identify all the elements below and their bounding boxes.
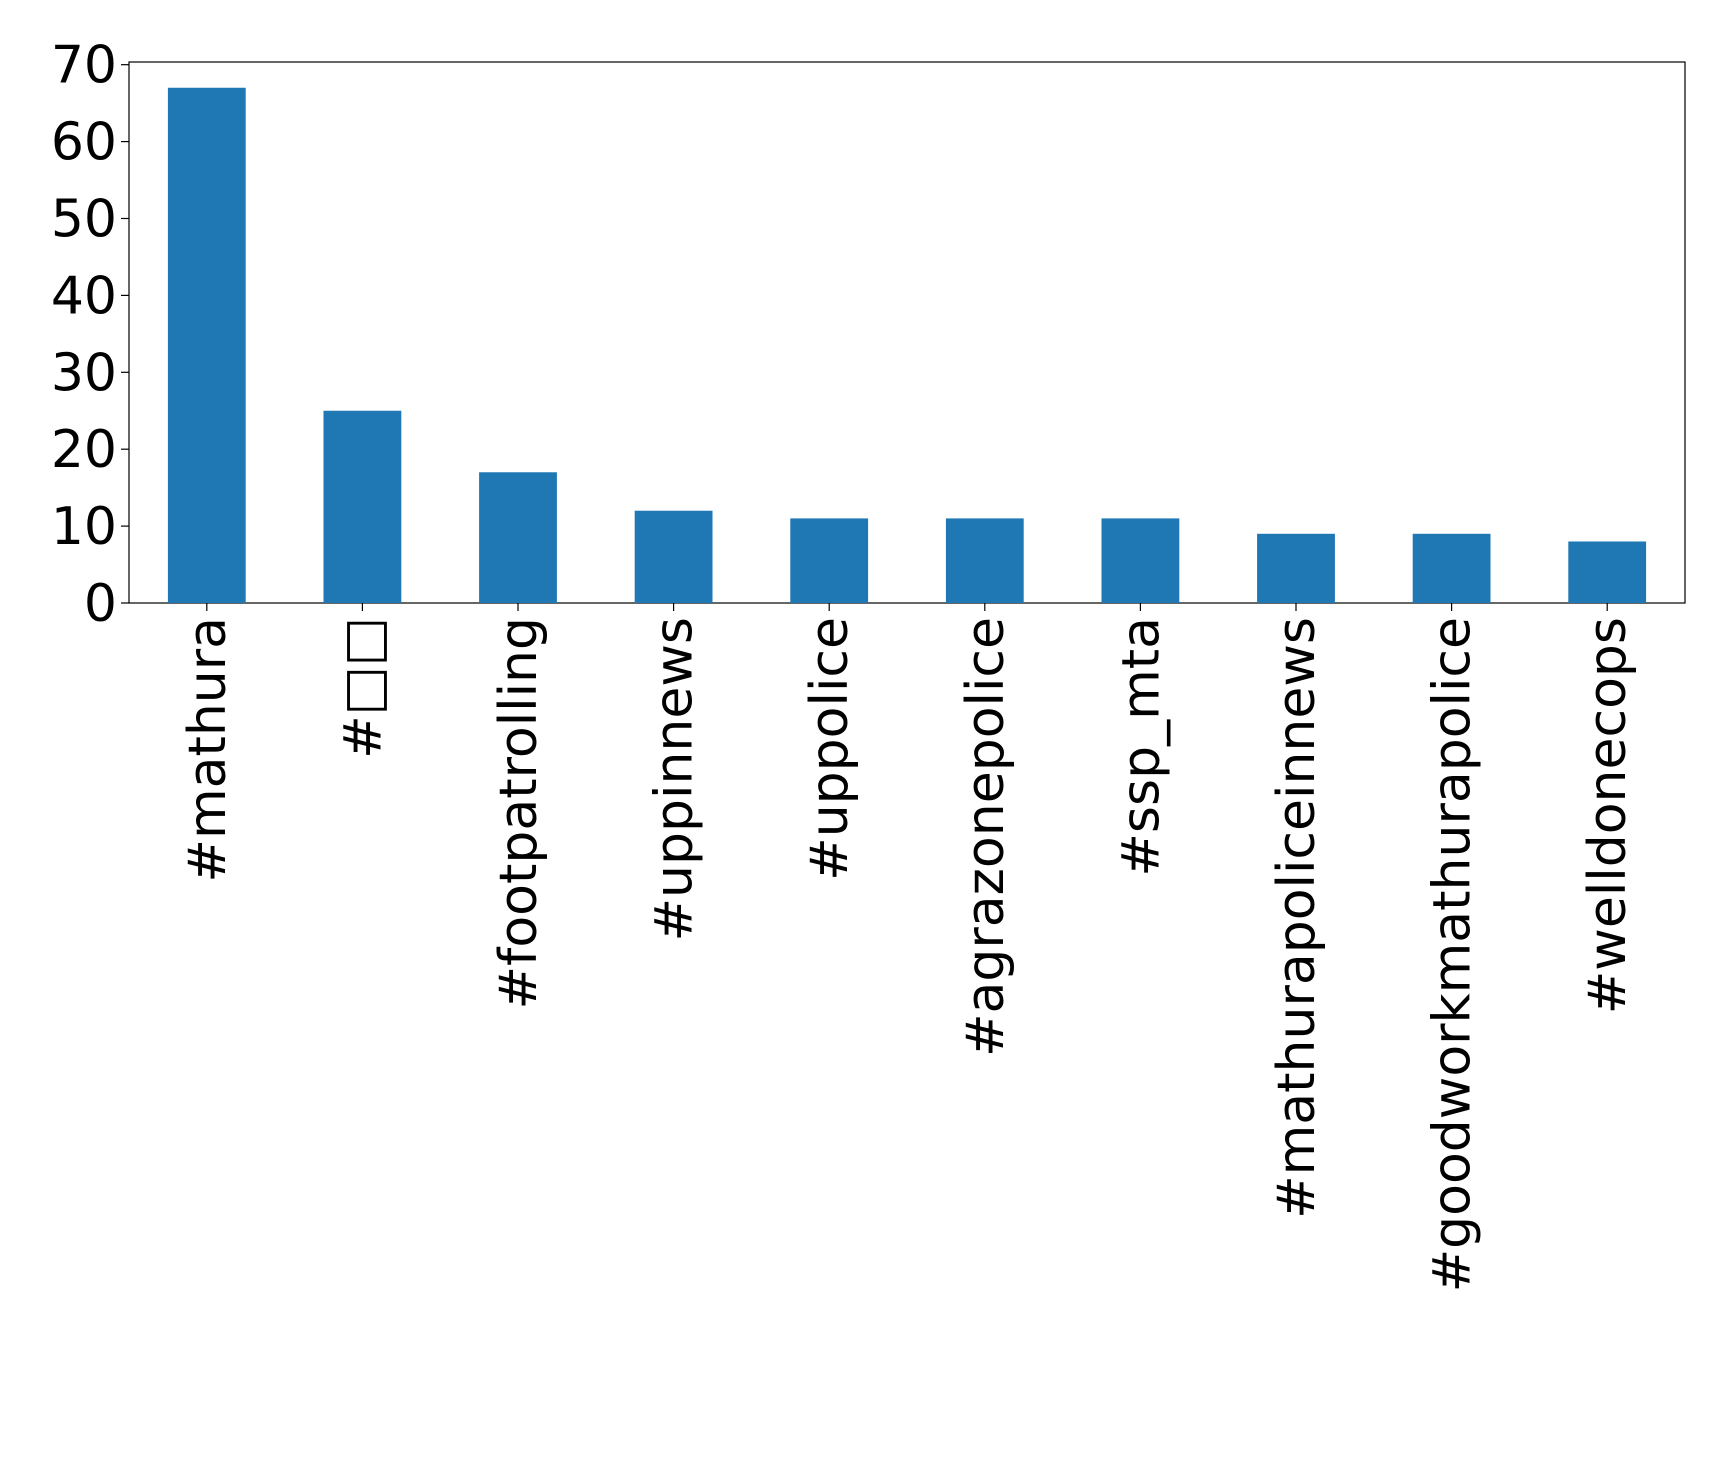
x-tick-label: #footpatrolling [489,617,549,1010]
x-tick-label: #mathurapoliceinnews [1267,617,1327,1219]
plot-frame [128,61,1686,604]
x-tick-label: #uppolice [800,617,860,881]
y-tick-label: 20 [51,420,117,480]
x-tick-label: #□□ [333,617,393,759]
bar [634,510,713,603]
x-tick-label: #agrazonepolice [956,617,1016,1057]
bar [790,518,869,603]
bar [945,518,1024,603]
y-tick-label: 0 [84,574,117,634]
bar [1101,518,1180,603]
bar [1257,533,1335,603]
x-tick-label: #welldonecops [1578,617,1638,1014]
bar [1568,541,1647,603]
x-tick-label: #goodworkmathurapolice [1423,617,1483,1292]
y-tick-label: 50 [51,189,117,249]
y-tick-label: 70 [51,36,117,96]
bar [479,472,557,603]
y-tick-label: 60 [51,113,117,173]
x-tick-label: #uppinnews [645,617,705,942]
y-tick-label: 30 [51,343,117,403]
bar [323,410,402,603]
bar [1412,533,1491,603]
y-tick-label: 40 [51,266,117,326]
x-tick-label: #ssp_mta [1111,617,1171,877]
bar [167,87,246,603]
y-tick-label: 10 [51,497,117,557]
x-tick-label: #mathura [178,617,238,883]
